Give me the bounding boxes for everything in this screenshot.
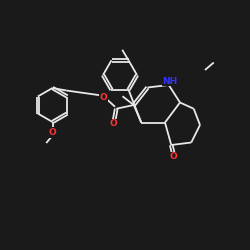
Text: O: O [48,128,56,137]
Text: O: O [110,119,118,128]
Text: NH: NH [162,77,178,86]
Text: O: O [170,152,177,161]
Text: O: O [100,93,108,102]
